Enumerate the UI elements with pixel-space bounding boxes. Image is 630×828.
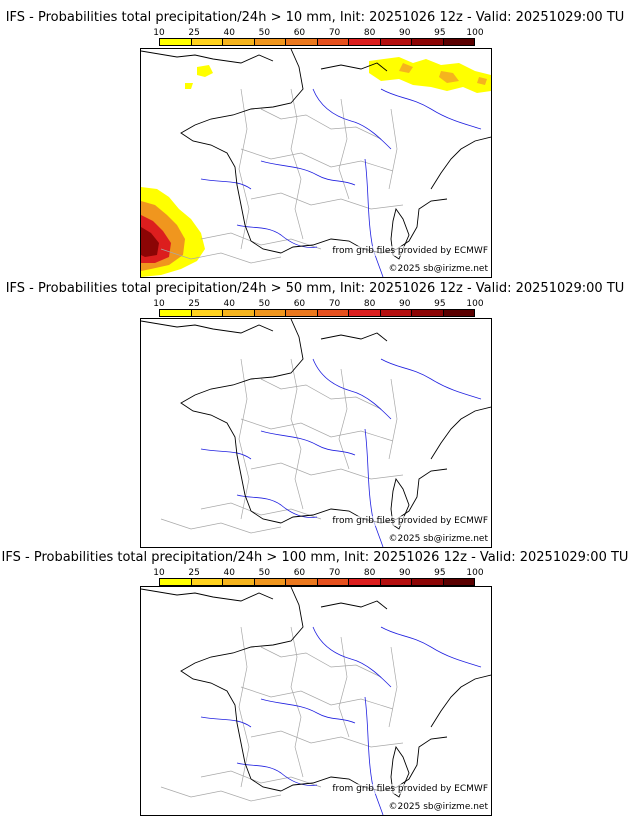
scale-color-cell <box>286 579 318 585</box>
scale-color-cell <box>443 579 474 585</box>
scale-color-cell <box>380 39 412 45</box>
panel-title: IFS - Probabilities total precipitation/… <box>1 550 629 565</box>
scale-color-cell <box>286 310 318 316</box>
scale-color-cell <box>254 579 286 585</box>
scale-color-cell <box>223 310 255 316</box>
scale-tick-label: 70 <box>328 568 341 578</box>
scale-tick-label: 80 <box>363 299 376 309</box>
scale-color-cell <box>223 579 255 585</box>
admin-boundaries <box>160 358 404 534</box>
precip-area-north-east <box>369 57 491 93</box>
scale-tick-label: 100 <box>466 28 484 38</box>
scale-tick-label: 100 <box>466 299 484 309</box>
scale-color-cell <box>380 310 412 316</box>
color-scale-legend: 10 25 40 50 60 70 80 90 95 100 <box>153 568 484 588</box>
corsica-outline <box>390 745 410 798</box>
color-scale-legend: 10 25 40 50 60 70 80 90 95 100 <box>153 299 484 319</box>
scale-color-cell <box>443 310 474 316</box>
scale-color-cell <box>412 310 444 316</box>
precipitation-probability-map: from grib files provided by ECMWF ©2025 … <box>140 586 492 816</box>
scale-tick-label: 60 <box>293 299 306 309</box>
scale-tick-label: 90 <box>399 299 411 309</box>
scale-color-cell <box>349 310 381 316</box>
scale-tick-label: 40 <box>223 568 235 578</box>
precip-area-north-east-inner <box>399 63 487 85</box>
scale-color-cell <box>160 310 192 316</box>
scale-tick-label: 95 <box>434 299 446 309</box>
scale-tick-label: 25 <box>188 299 200 309</box>
precipitation-probability-map: from grib files provided by ECMWF ©2025 … <box>140 48 492 278</box>
scale-color-cell <box>191 310 223 316</box>
scale-color-cell <box>223 39 255 45</box>
corsica-outline <box>390 477 410 530</box>
scale-color-cell <box>254 310 286 316</box>
panel-title: IFS - Probabilities total precipitation/… <box>5 10 625 25</box>
scale-color-cell <box>317 39 349 45</box>
coastlines-borders <box>141 319 491 530</box>
forecast-panel-100mm: IFS - Probabilities total precipitation/… <box>0 550 630 822</box>
copyright-credit: ©2025 sb@irizme.net <box>388 802 488 812</box>
scale-color-cell <box>317 579 349 585</box>
scale-color-cell <box>191 579 223 585</box>
precip-area-south-west-dark <box>141 227 159 257</box>
scale-color-cell <box>317 310 349 316</box>
source-credit: from grib files provided by ECMWF <box>332 784 488 794</box>
precip-areas <box>141 57 491 277</box>
scale-color-cell <box>443 39 474 45</box>
scale-color-cell <box>349 39 381 45</box>
forecast-panel-10mm: IFS - Probabilities total precipitation/… <box>0 10 630 282</box>
scale-tick-label: 50 <box>258 299 271 309</box>
coastlines-borders <box>141 587 491 798</box>
scale-tick-label: 100 <box>466 568 484 578</box>
scale-color-cell <box>160 579 192 585</box>
scale-tick-label: 40 <box>223 28 235 38</box>
scale-color-cell <box>412 39 444 45</box>
scale-tick-label: 95 <box>434 568 446 578</box>
scale-tick-label: 80 <box>363 568 376 578</box>
scale-tick-label: 40 <box>223 299 235 309</box>
scale-tick-label: 50 <box>258 28 271 38</box>
scale-tick-label: 10 <box>153 28 165 38</box>
scale-tick-label: 25 <box>188 28 200 38</box>
scale-color-cell <box>412 579 444 585</box>
forecast-panel-50mm: IFS - Probabilities total precipitation/… <box>0 281 630 553</box>
scale-tick-label: 60 <box>293 568 306 578</box>
scale-tick-label: 80 <box>363 28 376 38</box>
source-credit: from grib files provided by ECMWF <box>332 246 488 256</box>
scale-color-cell <box>380 579 412 585</box>
scale-tick-label: 50 <box>258 568 271 578</box>
scale-tick-label: 70 <box>328 28 341 38</box>
scale-tick-label: 90 <box>399 568 411 578</box>
source-credit: from grib files provided by ECMWF <box>332 516 488 526</box>
scale-tick-label: 70 <box>328 299 341 309</box>
scale-color-cell <box>160 39 192 45</box>
scale-tick-label: 90 <box>399 28 411 38</box>
color-scale-legend: 10 25 40 50 60 70 80 90 95 100 <box>153 28 484 48</box>
scale-tick-label: 10 <box>153 299 165 309</box>
scale-tick-label: 25 <box>188 568 200 578</box>
precipitation-probability-map: from grib files provided by ECMWF ©2025 … <box>140 318 492 548</box>
copyright-credit: ©2025 sb@irizme.net <box>388 534 488 544</box>
copyright-credit: ©2025 sb@irizme.net <box>388 264 488 274</box>
scale-color-cell <box>286 39 318 45</box>
scale-tick-label: 95 <box>434 28 446 38</box>
panel-title: IFS - Probabilities total precipitation/… <box>5 281 625 296</box>
scale-color-cell <box>254 39 286 45</box>
scale-tick-label: 10 <box>153 568 165 578</box>
corsica-outline <box>390 207 410 260</box>
scale-color-cell <box>191 39 223 45</box>
precip-area-north-west <box>185 65 213 89</box>
rivers <box>200 88 482 277</box>
scale-tick-label: 60 <box>293 28 306 38</box>
admin-boundaries <box>160 626 404 802</box>
scale-color-cell <box>349 579 381 585</box>
